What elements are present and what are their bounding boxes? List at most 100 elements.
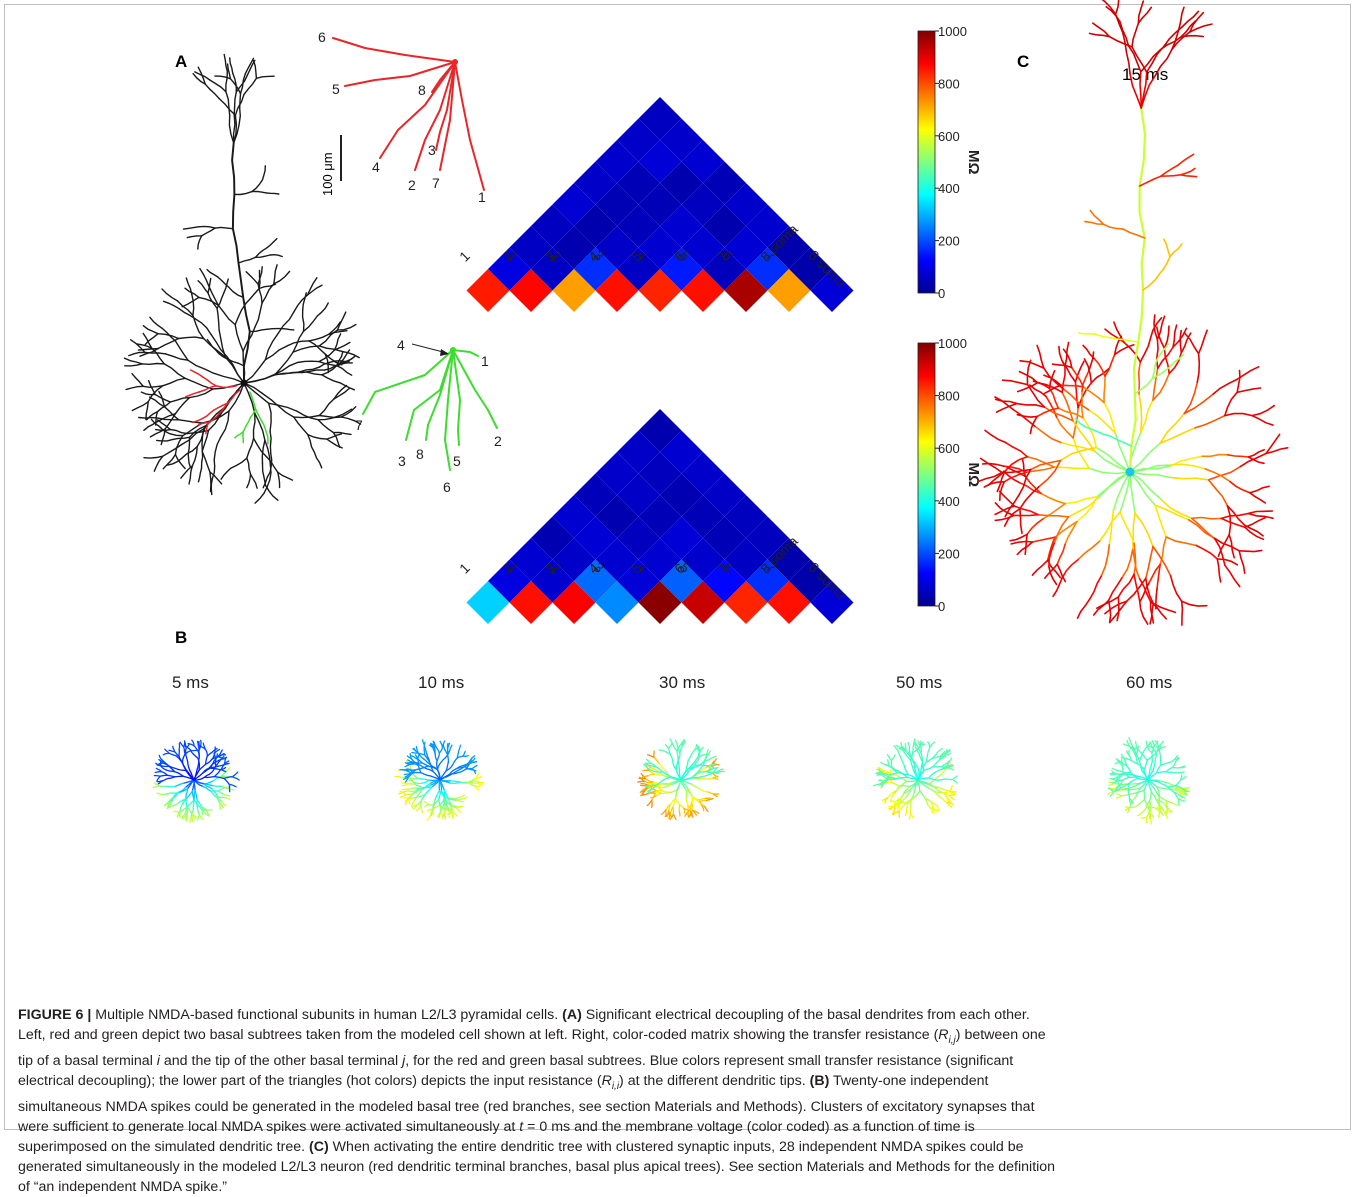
dendrite-branch (1139, 800, 1145, 805)
dendrite-branch (210, 80, 226, 92)
caption-segment: ) between one (956, 1027, 1046, 1043)
dendrite-branch (222, 770, 226, 772)
red-tip-label-7: 7 (432, 175, 440, 191)
dendrite-branch (255, 487, 267, 503)
dendrite-branch (252, 180, 263, 192)
dendrite-branch (278, 472, 293, 480)
dendrite-branch (235, 325, 243, 352)
dendrite-branch (215, 227, 233, 228)
dendrite-branch (909, 814, 911, 820)
dendrite-branch (1117, 794, 1122, 796)
dendrite-branch (199, 815, 203, 820)
dendrite-branch (906, 809, 907, 815)
dendrite-branch (472, 769, 475, 774)
dendrite-branch (275, 352, 293, 375)
dendrite-branch (1252, 416, 1273, 426)
green-tip-label-7: 7 (355, 417, 363, 433)
dendrite-branch (935, 769, 942, 772)
green-branch-5 (453, 350, 460, 445)
dendrite-branch (686, 790, 687, 799)
dendrite-branch (195, 319, 211, 334)
dendrite-branch (303, 310, 304, 332)
dendrite-branch (250, 329, 268, 331)
red-soma (452, 59, 458, 65)
dendrite-branch (661, 783, 670, 784)
dendrite-branch (453, 812, 454, 818)
red-tip-label-2: 2 (408, 177, 416, 193)
dendrite-branch (247, 438, 254, 458)
dendrite-branch (1161, 175, 1181, 176)
dendrite-branch (1116, 0, 1120, 14)
dendrite-branch (193, 801, 194, 810)
dendrite-branch (303, 293, 307, 310)
dendrite-branch (1161, 165, 1178, 176)
dendrite-branch (267, 434, 268, 444)
dendrite-branch (221, 411, 230, 438)
dendrite-branch (268, 329, 282, 330)
dendrite-branch (1118, 574, 1134, 597)
scale-bar-label: 100 μm (320, 152, 335, 196)
dendrite-branch (878, 773, 883, 774)
dendrite-branch (308, 435, 327, 440)
dendrite-branch (1156, 772, 1165, 773)
dendrite-branch (219, 99, 235, 116)
colorbar-gradient (918, 31, 935, 293)
panel-b-neuron-1 (395, 740, 483, 820)
caption-segment: R (602, 1073, 612, 1089)
green-tip-label-8: 8 (416, 446, 424, 462)
dendrite-branch (1225, 414, 1252, 416)
dendrite-branch (294, 417, 308, 435)
caption-segment: = 0 ms and the membrane voltage (color c… (523, 1119, 974, 1135)
dendrite-branch (1112, 769, 1117, 771)
dendrite-branch (155, 772, 161, 773)
green-soma-label: soma (434, 325, 468, 341)
dendrite-branch (439, 780, 440, 791)
dendrite-branch (928, 805, 932, 809)
colorbar-tick-label-600: 600 (938, 441, 960, 456)
dendrite-branch (466, 769, 473, 770)
dendrite-branch (193, 754, 198, 760)
dendrite-branch (1181, 168, 1195, 174)
green-tip-label-6: 6 (443, 479, 451, 495)
dendrite-branch (165, 749, 169, 753)
dendrite-branch (1209, 480, 1228, 506)
dendrite-branch (888, 760, 889, 766)
green-soma (450, 347, 456, 353)
dendrite-branch (1135, 379, 1153, 394)
dendrite-branch (1109, 601, 1111, 623)
dendrite-branch (126, 386, 143, 389)
dendrite-branch (1172, 803, 1177, 805)
dendrite-branch (218, 791, 223, 795)
dendrite-branch (1248, 511, 1272, 514)
dendrite-branch (665, 745, 668, 749)
dendrite-branch (1035, 426, 1061, 442)
dendrite-branch (1171, 576, 1182, 602)
dendrite-branch (270, 255, 282, 257)
dendrite-branch (669, 744, 672, 749)
caption-segment: Twenty-one independent (829, 1073, 988, 1089)
dendrite-branch (1139, 394, 1142, 433)
dendrite-branch (1142, 808, 1146, 813)
dendrite-branch (1037, 345, 1044, 368)
dendrite-branch (216, 386, 236, 387)
dendrite-branch (337, 312, 345, 330)
dendrite-branch (416, 807, 420, 810)
caption-segment: tip of a basal terminal (18, 1053, 157, 1069)
dendrite-branch (1217, 559, 1220, 582)
dendrite-branch (420, 780, 429, 783)
dendrite-branch (1017, 404, 1045, 408)
dendrite-branch (1130, 788, 1140, 790)
caption-segment: generated simultaneously in the modeled … (18, 1159, 1055, 1175)
dendrite-branch (1148, 747, 1153, 753)
dendrite-branch (1054, 467, 1089, 468)
dendrite-branch (241, 74, 246, 94)
dendrite-branch (1048, 537, 1055, 560)
dendrite-branch (881, 762, 886, 765)
dendrite-branch (184, 227, 199, 229)
dendrite-branch (410, 764, 416, 765)
dendrite-branch (192, 418, 203, 422)
dendrite-branch (218, 788, 224, 791)
dendrite-branch (1142, 753, 1148, 760)
dendrite-branch (1112, 781, 1118, 783)
